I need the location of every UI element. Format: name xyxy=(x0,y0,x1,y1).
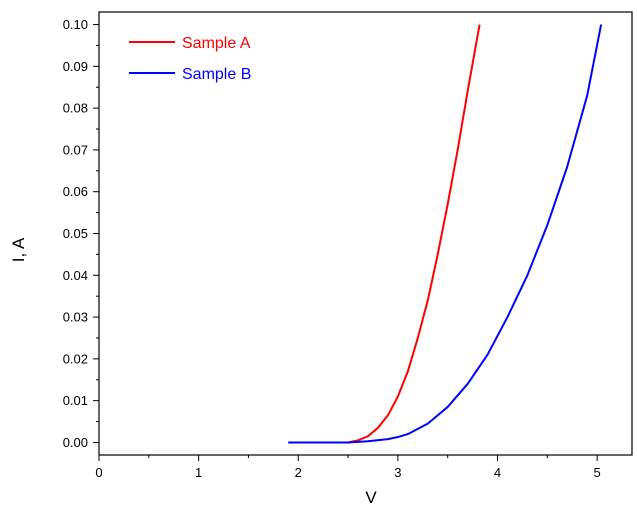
plot-frame xyxy=(98,11,633,456)
x-tick-label: 5 xyxy=(594,465,601,480)
series-line-sample-a xyxy=(288,24,481,444)
y-tick-label: 0.09 xyxy=(63,59,88,74)
x-tick-label: 4 xyxy=(494,465,501,480)
series-layer xyxy=(288,24,603,444)
x-tick-label: 3 xyxy=(394,465,401,480)
y-axis-title: I, A xyxy=(9,237,28,262)
series-line-sample-b xyxy=(288,24,603,444)
y-tick-label: 0.05 xyxy=(63,226,88,241)
legend-label: Sample A xyxy=(182,35,251,52)
axes: 0 1 2 3 4 5 0.00 0.01 0.02 0.03 0.04 0.05 0.06 0.07 0.… xyxy=(63,11,633,480)
y-tick-label: 0.04 xyxy=(63,268,88,283)
x-tick-label: 2 xyxy=(295,465,302,480)
y-tick-label: 0.10 xyxy=(63,17,88,32)
legend: Sample A Sample B xyxy=(129,35,251,83)
y-tick-label: 0.03 xyxy=(63,310,88,325)
legend-label: Sample B xyxy=(182,66,251,83)
y-tick-label: 0.02 xyxy=(63,351,88,366)
y-tick-label: 0.00 xyxy=(63,435,88,450)
y-tick-label: 0.08 xyxy=(63,101,88,116)
x-tick-label: 1 xyxy=(195,465,202,480)
y-tick-label: 0.06 xyxy=(63,184,88,199)
y-tick-label: 0.07 xyxy=(63,142,88,157)
x-axis-title: V xyxy=(365,488,377,507)
x-tick-label: 0 xyxy=(95,465,102,480)
y-tick-label: 0.01 xyxy=(63,393,88,408)
